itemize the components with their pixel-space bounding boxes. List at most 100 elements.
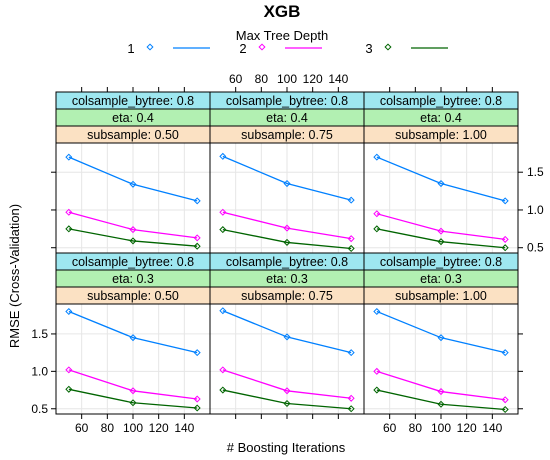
- data-point-depth-3: [283, 238, 291, 246]
- legend-marker-1: [146, 43, 154, 51]
- y-tick-label: 1.5: [31, 327, 48, 341]
- x-tick-label: 140: [174, 421, 194, 435]
- data-point-depth-1: [65, 307, 73, 316]
- data-point-depth-3: [129, 237, 137, 245]
- y-tick-label: 0.5: [31, 402, 48, 416]
- data-point-depth-2: [193, 234, 201, 242]
- y-tick-label: 0.5: [527, 241, 544, 255]
- strip-label: colsample_bytree: 0.8: [380, 255, 502, 269]
- strip-box: [363, 286, 519, 305]
- data-point-depth-1: [283, 179, 291, 188]
- series-line-depth-3: [222, 228, 352, 250]
- data-point-depth-1: [437, 334, 445, 342]
- strip-box: [363, 125, 519, 144]
- legend-label-1: 1: [127, 41, 134, 56]
- data-point-depth-2: [219, 208, 227, 216]
- series-line-depth-3: [68, 228, 198, 247]
- strip-label: subsample: 1.00: [395, 289, 487, 303]
- data-point-depth-2: [129, 387, 137, 395]
- data-point-depth-2: [373, 210, 381, 218]
- x-tick-label: 140: [328, 72, 348, 86]
- data-point-depth-3: [65, 385, 73, 393]
- data-point-depth-3: [219, 386, 227, 394]
- data-point-depth-3: [501, 244, 509, 252]
- series-line-depth-2: [68, 211, 198, 239]
- strip-label: subsample: 0.75: [241, 128, 333, 142]
- strip-label: eta: 0.4: [112, 111, 154, 125]
- data-point-depth-1: [373, 307, 381, 316]
- chart-title: XGB: [264, 2, 301, 21]
- panel-top-2: colsample_bytree: 0.8 eta: 0.4 subsample: …: [209, 72, 365, 254]
- x-axis-label: # Boosting Iterations: [227, 440, 346, 455]
- series-line-depth-3: [376, 389, 506, 411]
- x-tick-label: 120: [303, 72, 323, 86]
- data-point-depth-3: [347, 405, 355, 413]
- data-point-depth-3: [373, 386, 381, 394]
- y-tick-label: 1.0: [527, 203, 544, 217]
- panel-bottom-2: colsample_bytree: 0.8 eta: 0.3 subsample: …: [209, 252, 365, 419]
- strip-label: eta: 0.3: [266, 272, 308, 286]
- x-tick-label: 100: [431, 421, 451, 435]
- strip-label: colsample_bytree: 0.8: [72, 94, 194, 108]
- x-tick-label: 80: [255, 72, 269, 86]
- data-point-depth-1: [347, 349, 355, 357]
- data-point-depth-1: [219, 152, 227, 160]
- legend-label-2: 2: [239, 41, 246, 56]
- panel-top-3: colsample_bytree: 0.8 eta: 0.4 subsample: …: [363, 87, 544, 255]
- legend-label-3: 3: [365, 41, 372, 56]
- data-point-depth-2: [65, 208, 73, 216]
- data-point-depth-2: [193, 395, 201, 403]
- strip-label: eta: 0.4: [420, 111, 462, 125]
- strip-label: colsample_bytree: 0.8: [226, 94, 348, 108]
- data-point-depth-2: [283, 224, 291, 232]
- data-point-depth-3: [437, 400, 445, 408]
- data-point-depth-3: [501, 405, 509, 414]
- data-point-depth-2: [501, 235, 509, 243]
- data-point-depth-1: [129, 334, 137, 342]
- strip-label: eta: 0.3: [112, 272, 154, 286]
- series-line-depth-1: [376, 156, 506, 202]
- data-point-depth-1: [437, 179, 445, 188]
- series-line-depth-2: [376, 370, 506, 401]
- panel-bottom-3: colsample_bytree: 0.8 eta: 0.3 subsample: …: [363, 252, 523, 435]
- data-point-depth-3: [193, 242, 201, 250]
- y-axis-label: RMSE (Cross-Validation): [7, 204, 22, 348]
- data-point-depth-2: [437, 227, 445, 235]
- data-point-depth-1: [193, 349, 201, 357]
- legend-marker-2: [258, 43, 266, 51]
- data-point-depth-2: [219, 366, 227, 374]
- data-point-depth-3: [129, 399, 137, 407]
- data-point-depth-2: [373, 367, 381, 375]
- data-point-depth-3: [347, 244, 355, 253]
- data-point-depth-2: [347, 235, 355, 243]
- series-line-depth-2: [222, 369, 352, 399]
- panel-grid: colsample_bytree: 0.8 eta: 0.4 subsample: …: [31, 72, 544, 435]
- series-line-depth-2: [376, 213, 506, 241]
- data-point-depth-1: [373, 153, 381, 161]
- strip-label: subsample: 0.50: [87, 128, 179, 142]
- data-point-depth-1: [193, 197, 201, 205]
- series-line-depth-3: [222, 389, 352, 410]
- strip-label: colsample_bytree: 0.8: [72, 255, 194, 269]
- legend-title: Max Tree Depth: [236, 28, 329, 43]
- data-point-depth-1: [129, 180, 137, 188]
- panel-top-1: colsample_bytree: 0.8 eta: 0.4 subsample: …: [51, 87, 211, 254]
- strip-label: subsample: 0.75: [241, 289, 333, 303]
- series-line-depth-1: [68, 156, 198, 202]
- x-tick-label: 140: [482, 421, 502, 435]
- series-line-depth-1: [222, 155, 352, 201]
- data-point-depth-3: [193, 404, 201, 412]
- series-line-depth-1: [222, 310, 352, 354]
- data-point-depth-3: [373, 225, 381, 233]
- y-tick-label: 1.0: [31, 364, 48, 378]
- x-tick-label: 100: [277, 72, 297, 86]
- data-point-depth-2: [129, 226, 137, 234]
- series-line-depth-3: [68, 388, 198, 409]
- x-tick-label: 80: [101, 421, 115, 435]
- legend: 1 2 3: [127, 41, 448, 56]
- series-line-depth-2: [68, 369, 198, 400]
- x-tick-label: 60: [229, 72, 243, 86]
- x-tick-label: 80: [409, 421, 423, 435]
- data-point-depth-2: [347, 394, 355, 402]
